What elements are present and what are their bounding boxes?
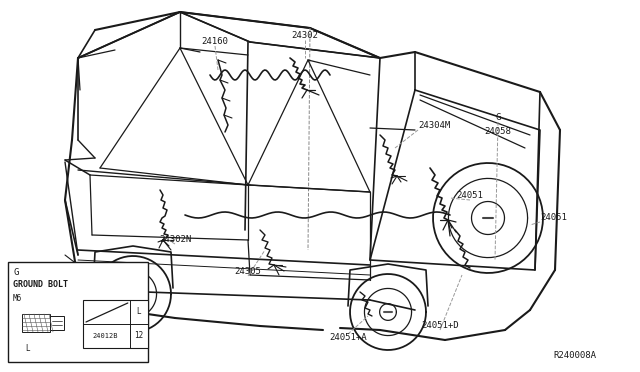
Text: 24051: 24051 [456, 192, 483, 201]
Text: L: L [136, 308, 141, 317]
Text: M6: M6 [13, 294, 22, 303]
Text: GROUND BOLT: GROUND BOLT [13, 280, 68, 289]
Text: 24051+A: 24051+A [329, 334, 367, 343]
Text: 24304M: 24304M [418, 122, 451, 131]
FancyBboxPatch shape [8, 262, 148, 362]
Text: R240008A: R240008A [553, 352, 596, 360]
Text: 24305: 24305 [235, 267, 261, 276]
FancyBboxPatch shape [50, 316, 64, 330]
Text: 24302: 24302 [292, 32, 319, 41]
Text: L: L [25, 344, 29, 353]
FancyBboxPatch shape [22, 314, 50, 332]
Text: 24051: 24051 [540, 214, 567, 222]
Text: 24058: 24058 [484, 128, 511, 137]
Text: 24302N: 24302N [159, 235, 191, 244]
Text: 24051+D: 24051+D [421, 321, 459, 330]
Text: 24160: 24160 [202, 38, 228, 46]
Text: 12: 12 [134, 331, 143, 340]
FancyBboxPatch shape [83, 300, 148, 348]
Text: G: G [13, 268, 19, 277]
Text: 24012B: 24012B [92, 333, 118, 339]
Text: G: G [495, 113, 500, 122]
